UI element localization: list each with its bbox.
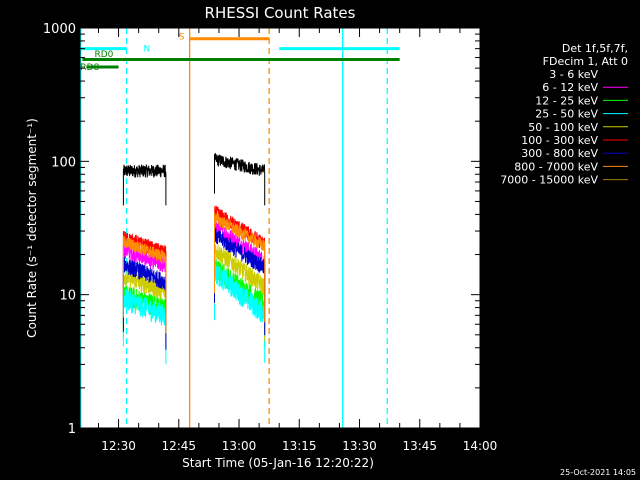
plot-frame	[79, 27, 481, 429]
series-line-6-seg-0	[122, 256, 167, 350]
flag-label-rd8: RD8	[80, 63, 99, 73]
x-tick-label-3: 13:15	[282, 439, 317, 453]
series-line-3-seg-0	[122, 288, 167, 365]
x-tick-label-6: 14:00	[463, 439, 498, 453]
x-tick-label-4: 13:30	[342, 439, 377, 453]
series-line-6-seg-1	[214, 228, 266, 336]
y-tick-label-2: 100	[51, 155, 76, 170]
series-line-7-seg-0	[122, 235, 167, 334]
flag-label-s: S	[179, 33, 185, 43]
footer-stamp: 25-Oct-2021 14:05	[560, 468, 636, 477]
legend-entry-8: 7000 - 15000 keV	[500, 174, 598, 187]
flag-bar-layer: RD0 RD8 N S	[80, 33, 400, 73]
series-line-4-seg-0	[122, 267, 167, 347]
flag-label-rd0: RD0	[94, 50, 113, 60]
legend-entry-2: 12 - 25 keV	[535, 94, 598, 107]
legend-entry-3: 25 - 50 keV	[535, 108, 598, 121]
flag-label-n: N	[143, 45, 150, 55]
x-tick-label-5: 13:45	[402, 439, 437, 453]
vertical-marker-layer	[80, 28, 388, 428]
x-tick-label-1: 12:45	[161, 439, 196, 453]
series-line-7-seg-1	[214, 212, 266, 323]
legend-entry-0: 3 - 6 keV	[549, 68, 598, 81]
x-axis-label: Start Time (05-Jan-16 12:20:22)	[182, 456, 374, 470]
x-tick-label-0: 12:30	[101, 439, 136, 453]
series-line-4-seg-1	[214, 244, 266, 342]
y-tick-label-0: 1	[68, 422, 76, 437]
legend-header-0: Det 1f,5f,7f,	[562, 42, 628, 55]
series-line-0-seg-1	[214, 153, 266, 206]
legend-entry-1: 6 - 12 keV	[542, 81, 598, 94]
series-layer	[122, 153, 266, 365]
axes-layer: 1 10 100 1000 12:30 12:45 13:00 13:15 13:30 13:45…	[43, 22, 497, 453]
plot-area	[80, 28, 480, 428]
legend-entry-6: 300 - 800 keV	[521, 147, 598, 160]
x-tick-label-2: 13:00	[222, 439, 257, 453]
y-tick-label-1: 10	[59, 289, 76, 304]
legend-entry-7: 800 - 7000 keV	[514, 160, 598, 173]
series-line-0-seg-0	[122, 164, 167, 206]
legend-entry-4: 50 - 100 keV	[528, 121, 598, 134]
series-line-3-seg-1	[214, 264, 266, 363]
legend-entry-5: 100 - 300 keV	[521, 134, 598, 147]
y-tick-label-3: 1000	[43, 22, 76, 37]
y-axis-label: Count Rate (s⁻¹ detector segment⁻¹)	[25, 118, 39, 338]
legend-header-1: FDecim 1, Att 0	[543, 55, 628, 68]
chart-title: RHESSI Count Rates	[205, 4, 356, 22]
